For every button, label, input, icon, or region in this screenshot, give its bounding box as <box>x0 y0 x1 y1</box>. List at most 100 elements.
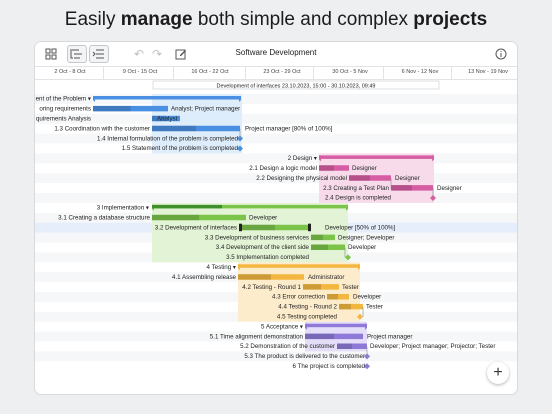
summary-bar[interactable] <box>319 155 434 159</box>
milestone-diamond[interactable] <box>364 363 370 370</box>
task-bar[interactable] <box>238 274 304 280</box>
task-bar[interactable] <box>319 165 349 171</box>
resource-label: Developer [50% of 100%] <box>325 224 395 231</box>
task-progress <box>391 185 412 191</box>
grid-icon[interactable] <box>43 46 59 62</box>
resource-label: Designer; Developer <box>338 234 394 241</box>
summary-bracket-left <box>238 264 240 271</box>
task-bar[interactable] <box>152 214 246 221</box>
task-name: 4.1 Assembling release <box>172 274 237 281</box>
headline-part: both simple and complex <box>192 9 414 30</box>
task-name: 5.3 The product is delivered to the cust… <box>244 353 365 360</box>
task-progress <box>303 284 321 290</box>
summary-bracket-right <box>358 264 360 271</box>
task-bar[interactable] <box>391 185 433 191</box>
week-label: 23 Oct - 29 Oct <box>263 69 301 75</box>
resize-handle-right[interactable] <box>308 223 311 232</box>
phase4-area <box>238 262 360 322</box>
row-stripe <box>35 351 517 362</box>
task-bar[interactable] <box>327 294 349 300</box>
task-bar[interactable] <box>305 333 363 340</box>
task-progress <box>152 125 196 132</box>
resource-label: Project manager <box>367 333 412 340</box>
resource-label: Developer <box>353 294 381 301</box>
resource-label: Designer <box>352 165 377 172</box>
summary-task-name: 5 Acceptance ▾ <box>261 323 303 330</box>
task-bar[interactable] <box>152 125 240 132</box>
headline-bold: manage <box>120 9 193 30</box>
task-progress <box>152 214 199 221</box>
row-stripe <box>35 113 517 124</box>
task-bar[interactable] <box>93 105 168 112</box>
summary-bar[interactable] <box>305 323 367 328</box>
task-progress <box>238 274 271 280</box>
resize-handle-left[interactable] <box>239 223 242 232</box>
task-name: 5.2 Demonstration of the customer <box>240 343 335 350</box>
resource-label: Designer <box>395 175 420 182</box>
task-progress <box>311 234 323 241</box>
task-progress <box>305 333 334 340</box>
task-progress <box>311 244 328 250</box>
task-name: oring requirements <box>39 106 91 113</box>
task-name: 2.2 Designing the physical model <box>256 175 347 182</box>
row-stripe <box>35 173 517 184</box>
interval-label: Development of interfaces 23.10.2023, 15… <box>216 84 375 90</box>
summary-bracket-right <box>432 155 434 162</box>
phase1-area <box>152 94 242 154</box>
row-stripe <box>35 331 517 342</box>
summary-bracket-right <box>365 323 367 330</box>
resource-label: Designer <box>437 185 462 192</box>
summary-bar[interactable] <box>238 264 360 268</box>
indent-icon[interactable] <box>89 45 109 63</box>
task-name: 1.5 Statement of the problem is complete… <box>122 145 239 152</box>
task-bar[interactable] <box>349 175 391 181</box>
week-label: 6 Nov - 12 Nov <box>401 69 439 75</box>
task-bar[interactable] <box>311 244 345 251</box>
milestone-diamond[interactable] <box>345 254 351 261</box>
week-label: 30 Oct - 5 Nov <box>332 69 368 75</box>
edit-icon[interactable] <box>173 46 189 62</box>
task-progress <box>239 224 275 231</box>
row-stripe <box>35 133 517 144</box>
add-task-button[interactable]: + <box>487 362 509 384</box>
resource-label: Developer <box>348 244 376 251</box>
week-separator <box>245 67 246 79</box>
week-separator <box>383 67 384 79</box>
task-bar[interactable] <box>303 284 339 290</box>
task-bar[interactable] <box>337 343 367 350</box>
undo-icon[interactable]: ↶ <box>133 47 145 61</box>
task-name: 4.4 Testing - Round 2 <box>278 304 337 311</box>
task-name: 1.3 Coordination with the customer <box>54 125 150 132</box>
task-name: 6 The project is completed <box>293 363 366 370</box>
gantt-chart[interactable]: Development of interfaces 23.10.2023, 15… <box>35 80 517 394</box>
task-bar[interactable] <box>239 224 311 231</box>
summary-task-name: 4 Testing ▾ <box>207 264 236 271</box>
toolbar: ↶ ↷ Software Development <box>35 42 517 67</box>
task-progress <box>152 115 166 122</box>
task-progress <box>319 165 334 171</box>
outline-icon[interactable] <box>67 45 87 63</box>
milestone-diamond[interactable] <box>357 313 363 320</box>
redo-icon[interactable]: ↷ <box>151 47 163 61</box>
task-progress <box>337 343 352 349</box>
resource-label: Administrator <box>308 274 344 281</box>
task-name: 4.5 Testing completed <box>277 314 338 321</box>
task-bar[interactable] <box>339 303 363 310</box>
headline: Easily manage both simple and complex pr… <box>0 9 552 31</box>
info-icon[interactable] <box>493 46 509 62</box>
milestone-diamond[interactable] <box>237 145 243 152</box>
summary-progress <box>152 204 222 209</box>
task-name: 4.3 Error correction <box>272 294 326 301</box>
task-name: 2.4 Design is completed <box>325 195 392 202</box>
summary-bar[interactable] <box>93 96 241 100</box>
task-bar[interactable] <box>311 234 335 241</box>
task-bar[interactable] <box>152 115 180 122</box>
summary-bar[interactable] <box>152 204 348 209</box>
row-stripe <box>35 153 517 164</box>
task-name: 2.3 Creating a Test Plan <box>323 185 389 192</box>
summary-task-name: ent of the Problem ▾ <box>36 96 91 103</box>
timescale: 2 Oct - 8 Oct 9 Oct - 15 Oct 16 Oct - 22 O… <box>35 67 517 80</box>
task-name: 3.4 Development of the client side <box>216 244 310 251</box>
interval-box <box>152 80 440 90</box>
task-name: 3.2 Development of interfaces <box>155 224 237 231</box>
